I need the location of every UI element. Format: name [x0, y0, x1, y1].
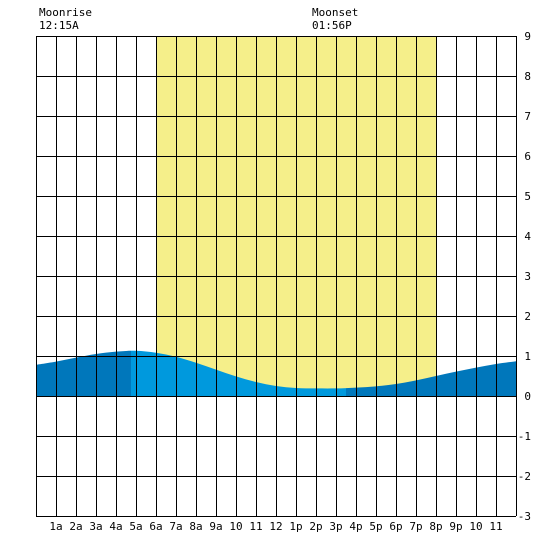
x-tick-label: 12	[269, 520, 282, 533]
x-tick-label: 1p	[289, 520, 302, 533]
tide-area-group	[36, 350, 516, 396]
x-tick-label: 6p	[389, 520, 402, 533]
x-tick-label: 9a	[209, 520, 222, 533]
x-tick-label: 10	[469, 520, 482, 533]
y-tick-label: 6	[524, 150, 531, 163]
tide-area-late	[346, 361, 516, 396]
moonrise-label: Moonrise	[39, 6, 92, 19]
x-tick-label: 5a	[129, 520, 142, 533]
y-tick-label: -1	[518, 430, 531, 443]
x-tick-label: 11	[489, 520, 502, 533]
x-tick-label: 6a	[149, 520, 162, 533]
x-tick-label: 2a	[69, 520, 82, 533]
x-axis-tick-labels: 1a 2a 3a 4a 5a 6a 7a 8a 9a 10 11 12 1p 2p 3p 4p 5p 6p 7p 8p…	[49, 520, 502, 533]
y-tick-label: -2	[518, 470, 531, 483]
x-tick-label: 3p	[329, 520, 342, 533]
y-tick-label: 3	[524, 270, 531, 283]
x-tick-label: 7a	[169, 520, 182, 533]
y-tick-label: 0	[524, 390, 531, 403]
moonrise-annotation: Moonrise 12:15A	[39, 6, 92, 32]
x-tick-label: 8p	[429, 520, 442, 533]
x-tick-label: 7p	[409, 520, 422, 533]
moonrise-time: 12:15A	[39, 19, 79, 32]
x-tick-label: 8a	[189, 520, 202, 533]
tide-area-early	[36, 350, 131, 396]
x-tick-label: 4p	[349, 520, 362, 533]
x-tick-label: 1a	[49, 520, 62, 533]
y-tick-label: 1	[524, 350, 531, 363]
moonset-annotation: Moonset 01:56P	[312, 6, 358, 32]
y-axis-tick-labels: -3 -2 -1 0 1 2 3 4 5 6 7 8 9	[518, 30, 532, 523]
x-tick-label: 10	[229, 520, 242, 533]
grid-lines	[36, 36, 517, 517]
y-tick-label: 8	[524, 70, 531, 83]
x-tick-label: 11	[249, 520, 262, 533]
y-tick-label: 9	[524, 30, 531, 43]
x-tick-label: 9p	[449, 520, 462, 533]
y-tick-label: 7	[524, 110, 531, 123]
moonset-time: 01:56P	[312, 19, 352, 32]
x-tick-label: 2p	[309, 520, 322, 533]
y-tick-label: 2	[524, 310, 531, 323]
y-tick-label: -3	[518, 510, 531, 523]
y-tick-label: 4	[524, 230, 531, 243]
x-tick-label: 4a	[109, 520, 122, 533]
x-tick-label: 5p	[369, 520, 382, 533]
tide-area-daylight	[131, 350, 346, 396]
x-tick-label: 3a	[89, 520, 102, 533]
y-tick-label: 5	[524, 190, 531, 203]
moonset-label: Moonset	[312, 6, 358, 19]
